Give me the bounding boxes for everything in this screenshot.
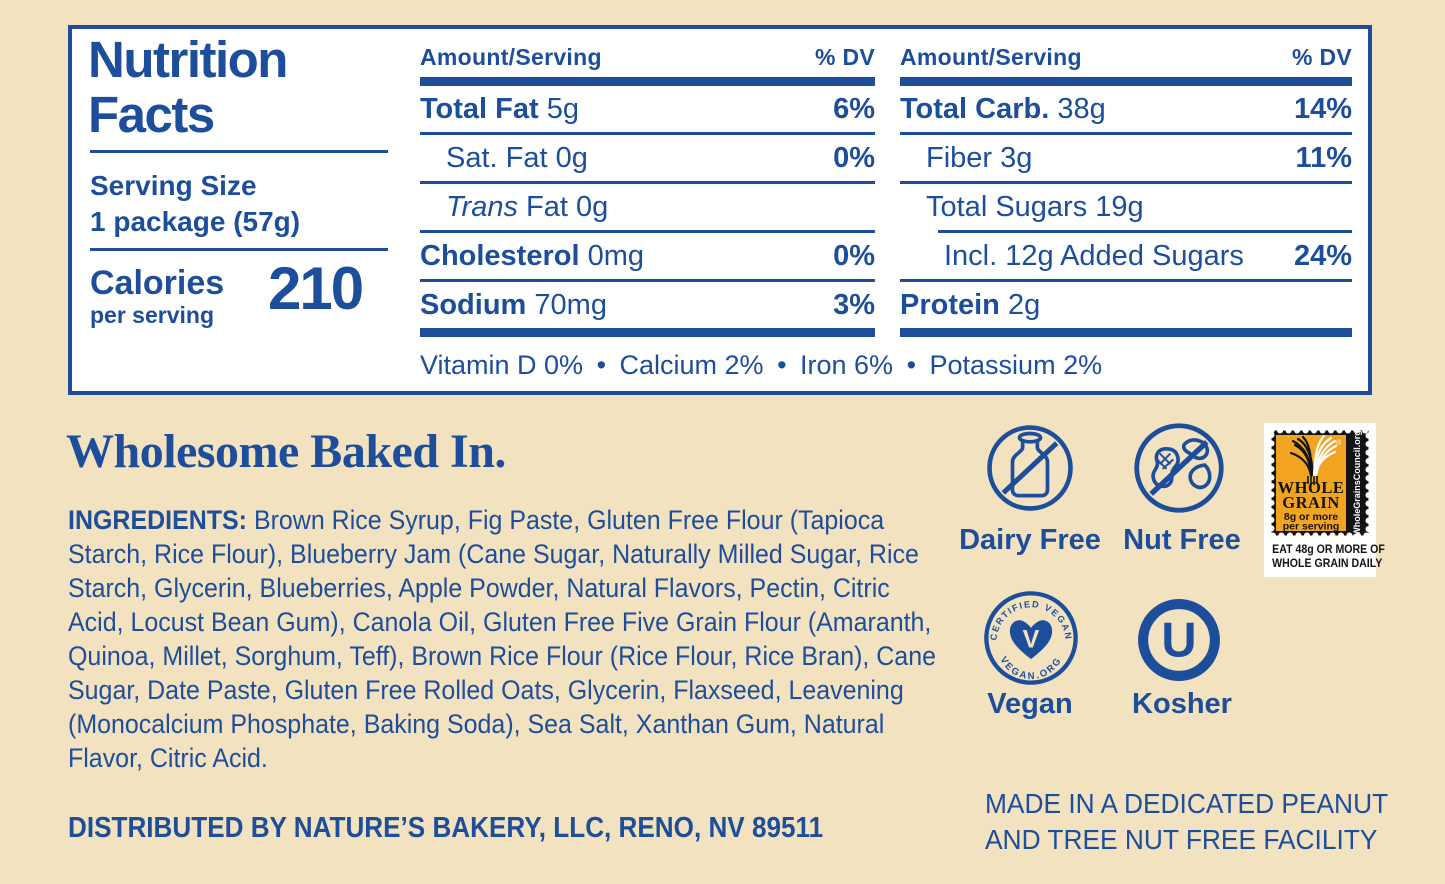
divider [900, 181, 1352, 184]
divider [420, 230, 875, 233]
nutrient-row-total-carb: Total Carb. 38g 14% [900, 92, 1352, 125]
divider [90, 150, 388, 153]
ingredients-label: INGREDIENTS: [68, 505, 248, 535]
serving-size-value: 1 package (57g) [90, 206, 301, 237]
nut-free-icon [1134, 423, 1224, 513]
nutrition-facts-title: Nutrition Facts [88, 31, 288, 143]
nutrition-column-1: Amount/Serving % DV Total Fat 5g 6% Sat.… [420, 42, 875, 337]
divider [420, 132, 875, 135]
thick-rule [420, 77, 875, 86]
calories-sub-label: per serving [90, 302, 214, 328]
whole-grain-title1: WHOLE [1278, 478, 1345, 497]
nut-free-label: Nut Free [1123, 524, 1241, 556]
kosher-label: Kosher [1132, 688, 1232, 720]
amount-serving-header: Amount/Serving [420, 43, 602, 70]
nutrition-column-2: Amount/Serving % DV Total Carb. 38g 14% … [900, 42, 1352, 337]
nutrient-row-added-sugars: Incl. 12g Added Sugars 24% [944, 239, 1352, 272]
divider [900, 279, 1352, 282]
nutrient-row-sat-fat: Sat. Fat 0g 0% [446, 141, 875, 174]
thick-rule [900, 328, 1352, 337]
calories-label: Calories [90, 264, 225, 302]
whole-grain-side-text: WholeGrainsCouncil.org [1352, 430, 1362, 536]
serving-size-label: Serving Size [90, 170, 257, 201]
column-header: Amount/Serving % DV [420, 42, 875, 72]
nutrient-row-total-sugars: Total Sugars 19g [926, 190, 1144, 223]
ingredients-text: Brown Rice Syrup, Fig Paste, Gluten Free… [68, 505, 936, 773]
column-header: Amount/Serving % DV [900, 42, 1352, 72]
percent-dv-header: % DV [1292, 43, 1352, 70]
whole-grain-sub1: 8g or more [1284, 511, 1338, 523]
whole-grain-stamp: ® WHOLE GRAIN 8g or more per serving Who… [1264, 423, 1385, 577]
nutrient-row-fiber: Fiber 3g 11% [926, 141, 1352, 174]
vegan-heart-letter: V [1023, 626, 1040, 654]
facility-note-line1: MADE IN A DEDICATED PEANUT [985, 788, 1389, 819]
nutrient-row-cholesterol: Cholesterol 0mg 0% [420, 239, 875, 272]
whole-grain-caption: EAT 48g OR MORE OF WHOLE GRAIN DAILY [1272, 544, 1385, 570]
amount-serving-header: Amount/Serving [900, 43, 1082, 70]
certified-vegan-icon: CERTIFIED VEGAN VEGAN.ORG V [984, 591, 1078, 685]
thick-rule [900, 77, 1352, 86]
divider [938, 230, 1352, 233]
nutrient-row-total-fat: Total Fat 5g 6% [420, 92, 875, 125]
wholesome-headline: Wholesome Baked In. [66, 425, 506, 478]
nutrition-title-line1: Nutrition [88, 31, 288, 88]
divider [90, 248, 388, 251]
ingredients-paragraph: INGREDIENTS: Brown Rice Syrup, Fig Paste… [68, 503, 949, 775]
divider [900, 132, 1352, 135]
registered-mark: ® [1336, 439, 1342, 447]
kosher-icon: U [1138, 599, 1220, 681]
calories-value: 210 [268, 255, 364, 322]
facility-note-line2: AND TREE NUT FREE FACILITY [985, 824, 1378, 855]
nutrient-row-protein: Protein 2g [900, 288, 1041, 321]
divider [420, 279, 875, 282]
kosher-letter: U [1161, 614, 1196, 668]
divider [420, 181, 875, 184]
thick-rule [420, 328, 875, 337]
micronutrients-line: Vitamin D 0% • Calcium 2% • Iron 6% • Po… [420, 350, 1103, 380]
facility-note: MADE IN A DEDICATED PEANUT AND TREE NUT … [985, 786, 1388, 858]
nutrient-row-sodium: Sodium 70mg 3% [420, 288, 875, 321]
vegan-label: Vegan [987, 688, 1073, 720]
distributor-line: DISTRIBUTED BY NATURE’S BAKERY, LLC, REN… [68, 812, 824, 844]
whole-grain-sub2: per serving [1283, 521, 1340, 533]
whole-grain-title2: GRAIN [1282, 493, 1340, 512]
dairy-free-label: Dairy Free [959, 524, 1101, 556]
dairy-free-icon [987, 425, 1073, 511]
nutrition-title-line2: Facts [88, 86, 215, 143]
percent-dv-header: % DV [815, 43, 875, 70]
whole-grain-stamp-graphic: ® WHOLE GRAIN 8g or more per serving Who… [1268, 427, 1372, 539]
serving-size: Serving Size 1 package (57g) [90, 168, 300, 240]
nutrient-row-trans-fat: Trans Fat 0g [446, 190, 609, 223]
